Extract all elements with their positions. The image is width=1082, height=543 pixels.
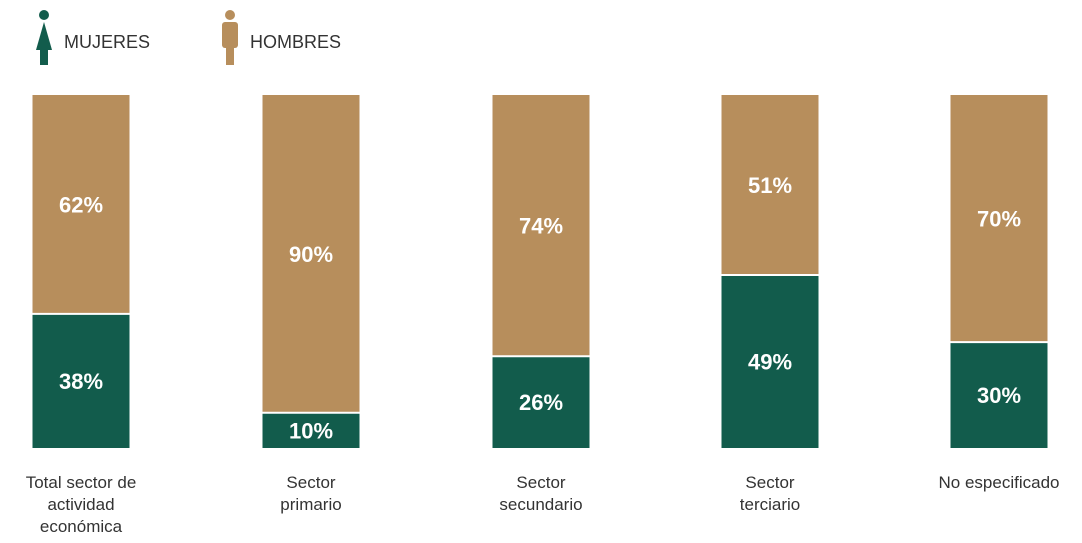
bar-value-label-mujeres: 38% <box>59 369 103 394</box>
bar-value-label-mujeres: 49% <box>748 350 792 375</box>
bar-value-label-hombres: 74% <box>519 214 563 239</box>
bar-value-label-hombres: 70% <box>977 207 1021 232</box>
bar-segment-hombres <box>492 95 590 357</box>
legend-label-women: MUJERES <box>64 32 150 52</box>
category-label: Sector primario <box>280 473 341 514</box>
bar-segment-mujeres <box>32 313 130 448</box>
legend-label-men: HOMBRES <box>250 32 341 52</box>
legend: MUJERES HOMBRES <box>36 10 341 65</box>
bar-segment-mujeres <box>492 356 590 448</box>
bar-segment-mujeres <box>721 275 819 448</box>
bar-value-label-mujeres: 26% <box>519 390 563 415</box>
bars-group: 62% 38% 90% 10% 74% 26% 51% 49% 70% 30% <box>32 95 1048 448</box>
bar-value-label-mujeres: 10% <box>289 418 333 443</box>
bar-value-label-hombres: 51% <box>748 173 792 198</box>
category-labels: Total sector de actividad económica Sector p… <box>26 473 1060 536</box>
category-label: Sector secundario <box>499 473 582 514</box>
woman-icon <box>36 10 52 65</box>
bar-segment-mujeres <box>262 412 360 448</box>
bar-segment-hombres <box>950 95 1048 343</box>
bar-segment-hombres <box>32 95 130 314</box>
category-label: No especificado <box>939 473 1060 492</box>
man-icon <box>222 10 238 65</box>
category-label: Total sector de actividad económica <box>26 473 137 536</box>
bar-value-label-hombres: 62% <box>59 192 103 217</box>
bar-value-label-mujeres: 30% <box>977 383 1021 408</box>
bar-value-label-hombres: 90% <box>289 242 333 267</box>
bar-segment-mujeres <box>950 342 1048 448</box>
category-label: Sector terciario <box>740 473 800 514</box>
bar-segment-hombres <box>721 95 819 276</box>
bar-segment-hombres <box>262 95 360 413</box>
